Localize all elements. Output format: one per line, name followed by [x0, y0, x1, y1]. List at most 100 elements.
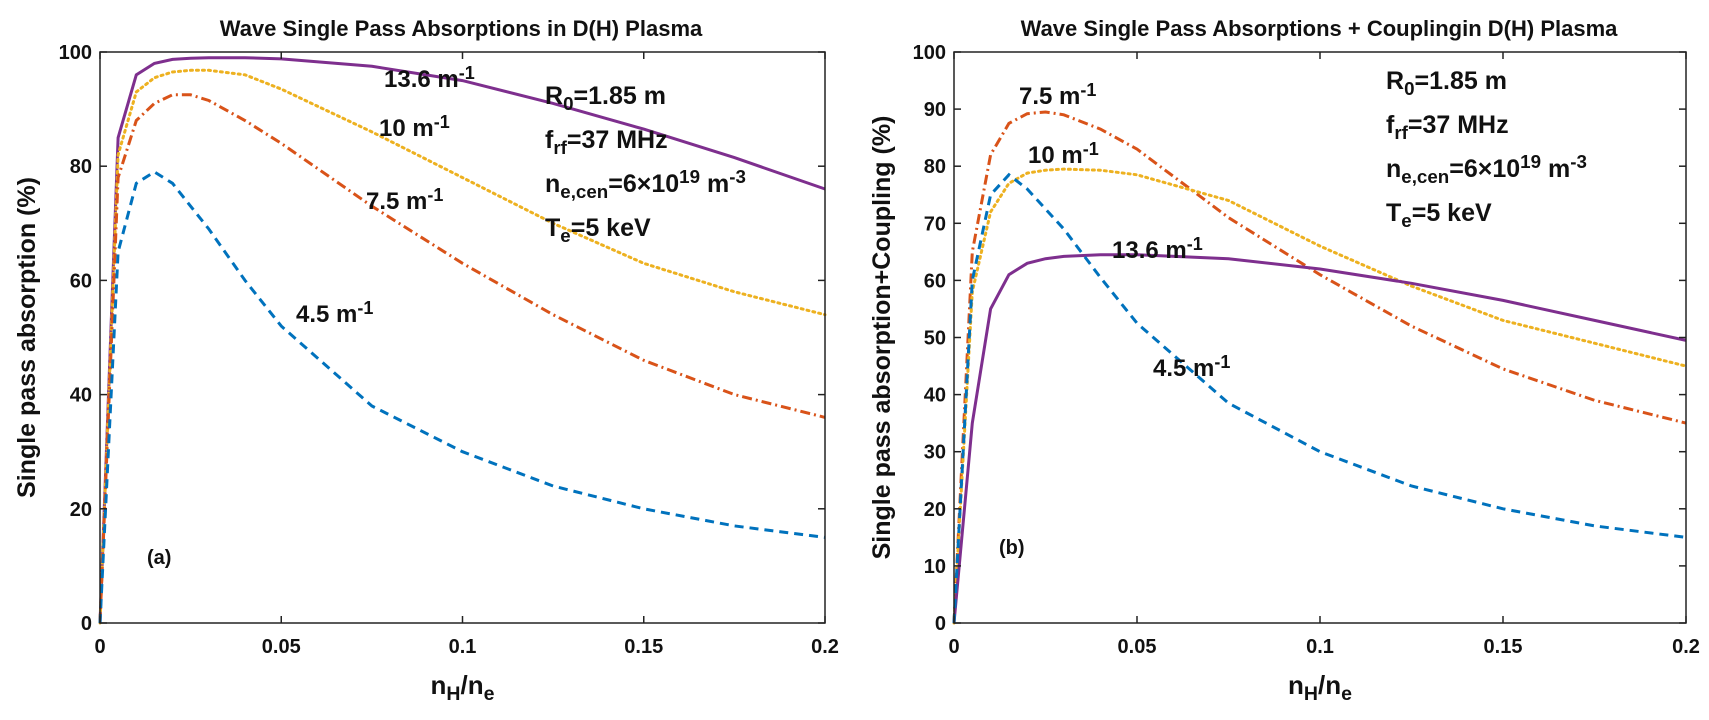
text-part: 4.5 m: [1153, 355, 1214, 382]
y-tick-label: 40: [924, 385, 946, 407]
series-label: 10 m-1: [379, 112, 450, 142]
text-part: e: [1401, 210, 1411, 231]
text-part: =5 keV: [1412, 199, 1492, 227]
x-tick-label: 0: [94, 636, 105, 658]
y-tick-label: 90: [924, 99, 946, 121]
y-tick-label: 20: [70, 499, 92, 521]
data-line: [952, 110, 1687, 624]
data-line: [98, 93, 826, 624]
x-tick-label: 0: [948, 636, 959, 658]
series-label: 10 m-1: [1028, 139, 1099, 169]
text-part: -1: [1187, 234, 1203, 254]
text-part: -1: [427, 185, 443, 205]
text-part: -3: [729, 166, 746, 187]
data-line: [952, 172, 1687, 624]
y-tick-label: 20: [924, 499, 946, 521]
text-part: =6×10: [608, 170, 679, 198]
text-part: =1.85 m: [574, 82, 666, 110]
x-tick-label: 0.1: [1306, 636, 1334, 658]
data-line: [952, 167, 1688, 625]
series-label: 7.5 m-1: [366, 185, 443, 215]
y-axis-label: Single pass absorption (%): [13, 177, 41, 498]
y-tick-label: 80: [70, 156, 92, 178]
annotation: Te=5 keV: [545, 214, 651, 246]
annotation: R0=1.85 m: [1386, 67, 1507, 99]
annotation: R0=1.85 m: [545, 82, 666, 114]
text-part: T: [1386, 199, 1401, 227]
y-tick-label: 80: [924, 156, 946, 178]
text-part: rf: [553, 137, 567, 158]
text-part: f: [545, 126, 554, 154]
text-part: 19: [679, 166, 700, 187]
y-tick-label: 60: [924, 270, 946, 292]
y-tick-label: 30: [924, 442, 946, 464]
text-part: e,cen: [560, 181, 608, 202]
y-tick-label: 70: [924, 213, 946, 235]
y-tick-label: 0: [81, 613, 92, 635]
text-part: 7.5 m: [1019, 83, 1080, 110]
x-tick-label: 0.1: [449, 636, 477, 658]
text-part: e: [1341, 683, 1352, 705]
text-part: T: [545, 214, 560, 242]
chart-title: Wave Single Pass Absorptions in D(H) Pla…: [220, 16, 703, 41]
text-part: R: [1386, 67, 1404, 95]
y-tick-label: 100: [59, 42, 92, 64]
text-part: 4.5 m: [296, 301, 357, 328]
text-part: n: [1386, 155, 1401, 183]
data-line: [952, 253, 1687, 624]
annotation: frf=37 MHz: [1386, 111, 1509, 143]
text-part: e,cen: [1401, 166, 1449, 187]
text-part: 0: [1404, 78, 1414, 99]
annotation: Te=5 keV: [1386, 199, 1492, 231]
text-part: 10 m: [1028, 142, 1083, 169]
data-line: [98, 68, 827, 625]
x-axis-label: nH/ne: [1288, 670, 1352, 705]
text-part: =6×10: [1449, 155, 1520, 183]
series-label: 13.6 m-1: [384, 63, 475, 93]
x-tick-label: 0.2: [811, 636, 839, 658]
data-line: [98, 170, 826, 624]
axes-box: [99, 51, 826, 624]
text-part: e: [484, 683, 495, 705]
text-part: -1: [1214, 352, 1230, 372]
x-tick-label: 0.05: [262, 636, 301, 658]
text-part: m: [1541, 155, 1570, 183]
panel-label: (b): [999, 537, 1025, 559]
text-part: R: [545, 82, 563, 110]
text-part: f: [1386, 111, 1395, 139]
text-part: 13.6 m: [384, 66, 459, 93]
x-tick-label: 0.15: [1484, 636, 1523, 658]
annotation: ne,cen=6×1019 m-3: [545, 166, 746, 201]
text-part: H: [1304, 683, 1318, 705]
panel-label: (a): [147, 547, 171, 569]
text-part: 0: [563, 93, 573, 114]
text-part: /n: [461, 670, 484, 700]
series-label: 13.6 m-1: [1112, 234, 1203, 264]
text-part: /n: [1318, 670, 1341, 700]
text-part: m: [700, 170, 729, 198]
data-line: [98, 56, 826, 624]
text-part: =5 keV: [571, 214, 651, 242]
axes-box: [953, 51, 1687, 624]
text-part: -1: [459, 63, 475, 83]
x-tick-label: 0.05: [1118, 636, 1157, 658]
text-part: =1.85 m: [1415, 67, 1507, 95]
text-part: =37 MHz: [567, 126, 668, 154]
chart-title: Wave Single Pass Absorptions + Couplingi…: [1021, 16, 1619, 41]
text-part: 7.5 m: [366, 188, 427, 215]
y-tick-label: 100: [913, 42, 946, 64]
text-part: H: [446, 683, 460, 705]
y-tick-label: 0: [935, 613, 946, 635]
text-part: e: [560, 225, 570, 246]
x-tick-label: 0.15: [624, 636, 663, 658]
text-part: -1: [434, 112, 450, 132]
y-tick-label: 40: [70, 385, 92, 407]
series-label: 4.5 m-1: [1153, 352, 1230, 382]
text-part: =37 MHz: [1408, 111, 1509, 139]
text-part: -3: [1570, 151, 1587, 172]
series-label: 7.5 m-1: [1019, 80, 1096, 110]
text-part: 10 m: [379, 115, 434, 142]
text-part: 13.6 m: [1112, 237, 1187, 264]
text-part: 19: [1520, 151, 1541, 172]
